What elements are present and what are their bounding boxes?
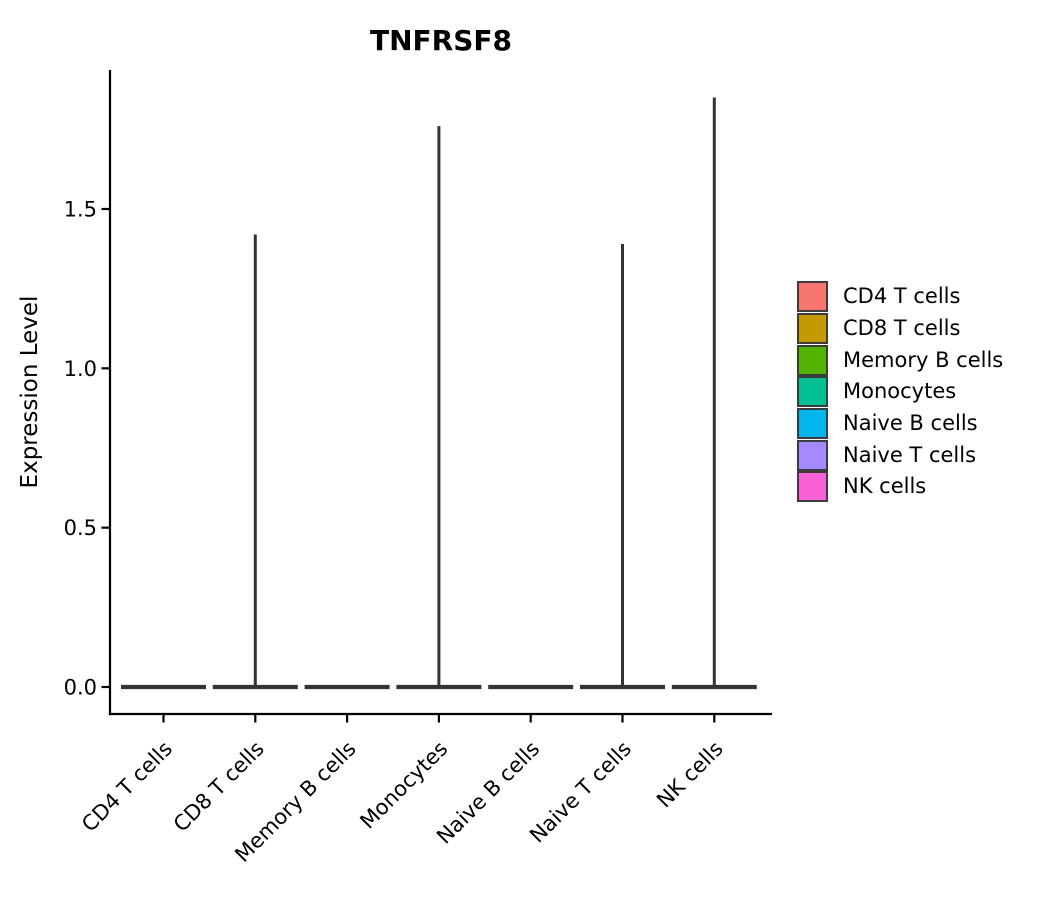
- legend-swatch-monocytes: [797, 376, 828, 408]
- legend-swatch-memory-b-cells: [797, 344, 828, 376]
- y-axis-ticks: 0.0 0.5 1.0 1.5: [64, 197, 110, 700]
- legend-label: NK cells: [843, 474, 927, 499]
- legend-item-naive-b-cells: Naive B cells: [797, 408, 1003, 440]
- x-tick-label: Monocytes: [355, 737, 452, 834]
- y-axis-title: Expression Level: [17, 296, 43, 489]
- legend-label: Naive B cells: [843, 411, 978, 436]
- legend-item-monocytes: Monocytes: [797, 376, 1003, 408]
- chart-title: TNFRSF8: [370, 24, 512, 57]
- legend-label: Naive T cells: [843, 442, 977, 467]
- legend-item-nk-cells: NK cells: [797, 471, 1003, 503]
- y-tick-label: 1.5: [64, 197, 97, 221]
- legend-label: Memory B cells: [843, 347, 1004, 372]
- x-tick-label: NK cells: [652, 737, 728, 813]
- axes: [108, 70, 772, 716]
- legend-label: Monocytes: [843, 379, 957, 404]
- legend-label: CD4 T cells: [843, 284, 961, 309]
- y-tick-label: 0.0: [64, 676, 97, 700]
- legend: CD4 T cells CD8 T cells Memory B cells Mono…: [797, 281, 1003, 503]
- x-tick-label: CD4 T cells: [77, 737, 177, 837]
- violins: [121, 97, 757, 690]
- legend-swatch-naive-t-cells: [797, 439, 828, 471]
- violin-naive-t-cells: [580, 244, 665, 690]
- legend-label: CD8 T cells: [843, 316, 961, 341]
- legend-item-cd8-t-cells: CD8 T cells: [797, 313, 1003, 345]
- legend-swatch-nk-cells: [797, 471, 828, 503]
- y-tick-label: 0.5: [64, 516, 97, 540]
- y-tick-label: 1.0: [64, 357, 97, 381]
- legend-item-cd4-t-cells: CD4 T cells: [797, 281, 1003, 313]
- legend-item-memory-b-cells: Memory B cells: [797, 344, 1003, 376]
- violin-cd8-t-cells: [212, 234, 298, 690]
- legend-swatch-cd8-t-cells: [797, 313, 828, 345]
- legend-swatch-naive-b-cells: [797, 408, 828, 440]
- legend-item-naive-t-cells: Naive T cells: [797, 439, 1003, 471]
- x-tick-label: CD8 T cells: [169, 737, 269, 837]
- legend-swatch-cd4-t-cells: [797, 281, 828, 313]
- violin-monocytes: [396, 126, 482, 690]
- violin-nk-cells: [671, 97, 757, 690]
